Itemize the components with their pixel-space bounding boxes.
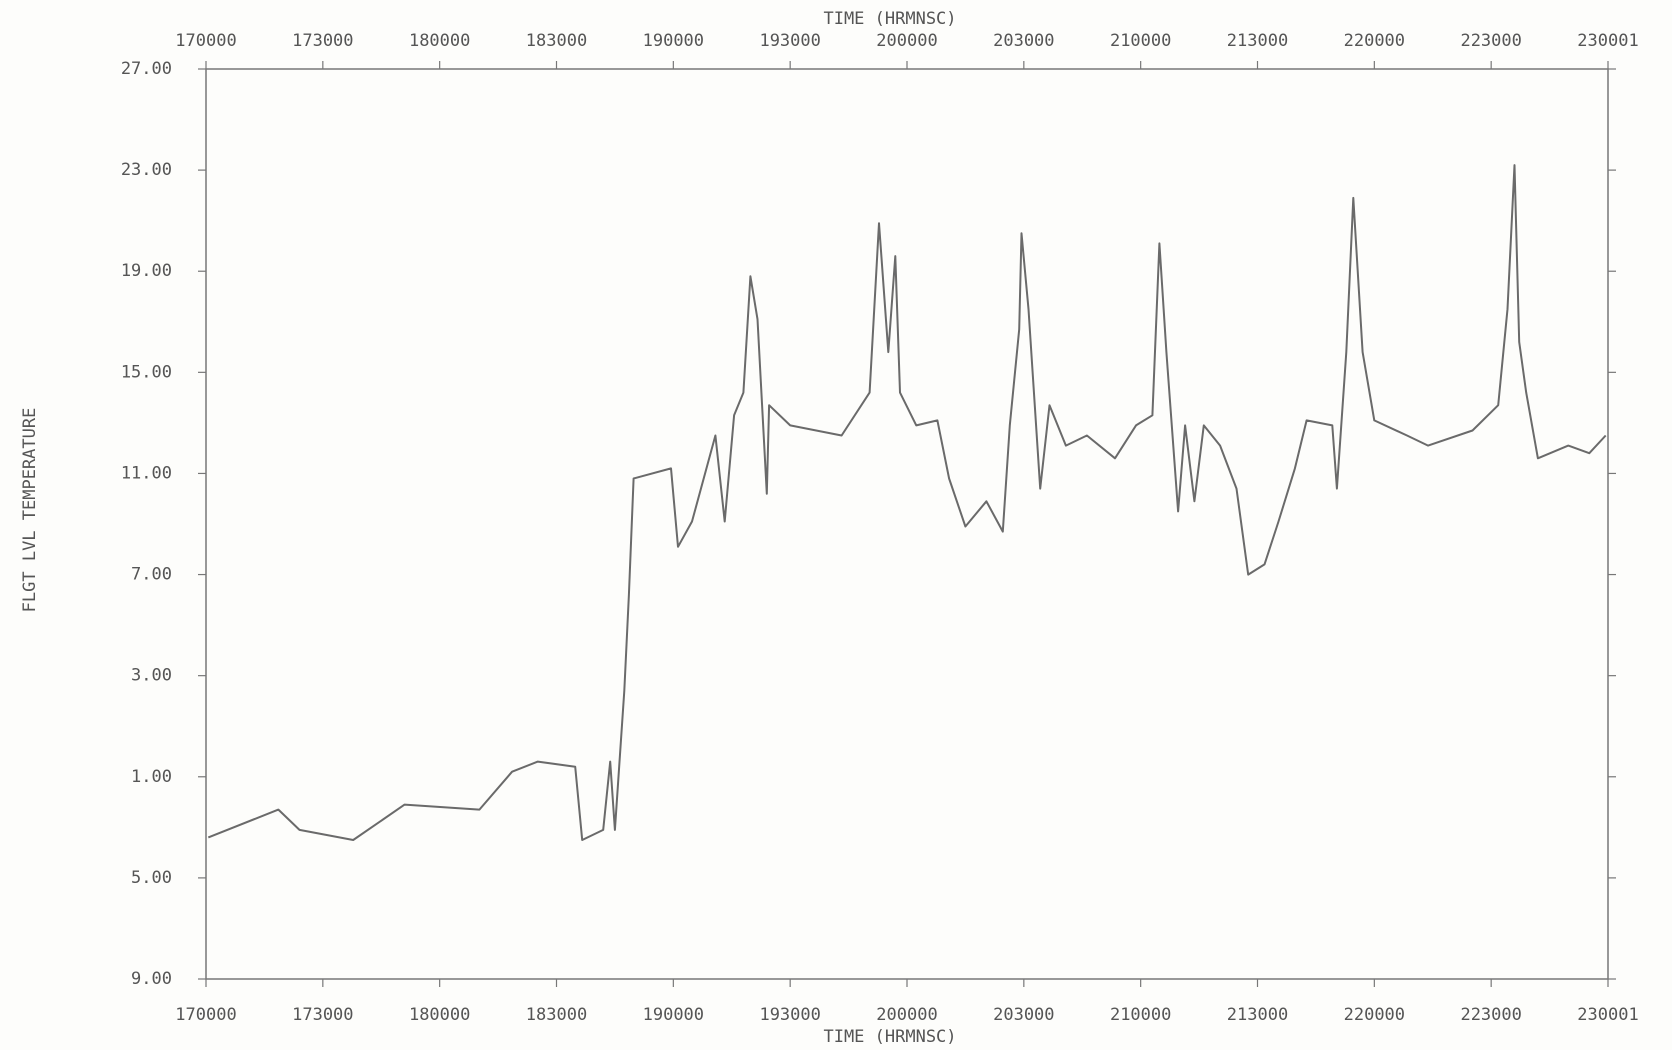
x-tick-label: 173000 (292, 1005, 353, 1025)
x-tick-label: 200000 (876, 1005, 937, 1025)
plot-frame (205, 68, 1609, 980)
y-tick-label: 7.00 (131, 565, 172, 585)
x-tick-label-top: 210000 (1110, 31, 1171, 51)
x-tick-label: 230001 (1577, 1005, 1638, 1025)
x-tick-label-top: 200000 (876, 31, 937, 51)
x-tick-label: 223000 (1460, 1005, 1521, 1025)
y-tick-label: 3.00 (131, 666, 172, 686)
x-tick-label: 213000 (1227, 1005, 1288, 1025)
x-tick-label: 203000 (993, 1005, 1054, 1025)
x-tick-label: 193000 (759, 1005, 820, 1025)
x-axis-title-top: TIME (HRMNSC) (823, 9, 956, 29)
y-tick-label: 23.00 (121, 160, 172, 180)
x-axis-title: TIME (HRMNSC) (823, 1027, 956, 1047)
x-tick-label-top: 170000 (175, 31, 236, 51)
x-tick-label-top: 203000 (993, 31, 1054, 51)
y-tick-label: 9.00 (131, 969, 172, 989)
x-tick-label: 180000 (409, 1005, 470, 1025)
x-tick-label-top: 213000 (1227, 31, 1288, 51)
data-line (207, 164, 1607, 841)
x-tick-label-top: 180000 (409, 31, 470, 51)
x-tick-label-top: 183000 (526, 31, 587, 51)
y-tick-label: 15.00 (121, 362, 172, 382)
y-tick-label: 5.00 (131, 868, 172, 888)
x-tick-label: 183000 (526, 1005, 587, 1025)
y-tick-label: 11.00 (121, 463, 172, 483)
y-tick-label: 19.00 (121, 261, 172, 281)
x-tick-label-top: 190000 (643, 31, 704, 51)
x-tick-label-top: 230001 (1577, 31, 1638, 51)
x-tick-label: 220000 (1344, 1005, 1405, 1025)
y-axis-title: FLGT LVL TEMPERATURE (20, 408, 40, 613)
x-tick-label-top: 193000 (759, 31, 820, 51)
x-tick-label: 210000 (1110, 1005, 1171, 1025)
x-tick-label: 170000 (175, 1005, 236, 1025)
x-tick-label: 190000 (643, 1005, 704, 1025)
y-tick-label: 27.00 (121, 59, 172, 79)
x-tick-label-top: 173000 (292, 31, 353, 51)
x-tick-label-top: 223000 (1460, 31, 1521, 51)
y-tick-label: 1.00 (131, 767, 172, 787)
x-tick-label-top: 220000 (1344, 31, 1405, 51)
